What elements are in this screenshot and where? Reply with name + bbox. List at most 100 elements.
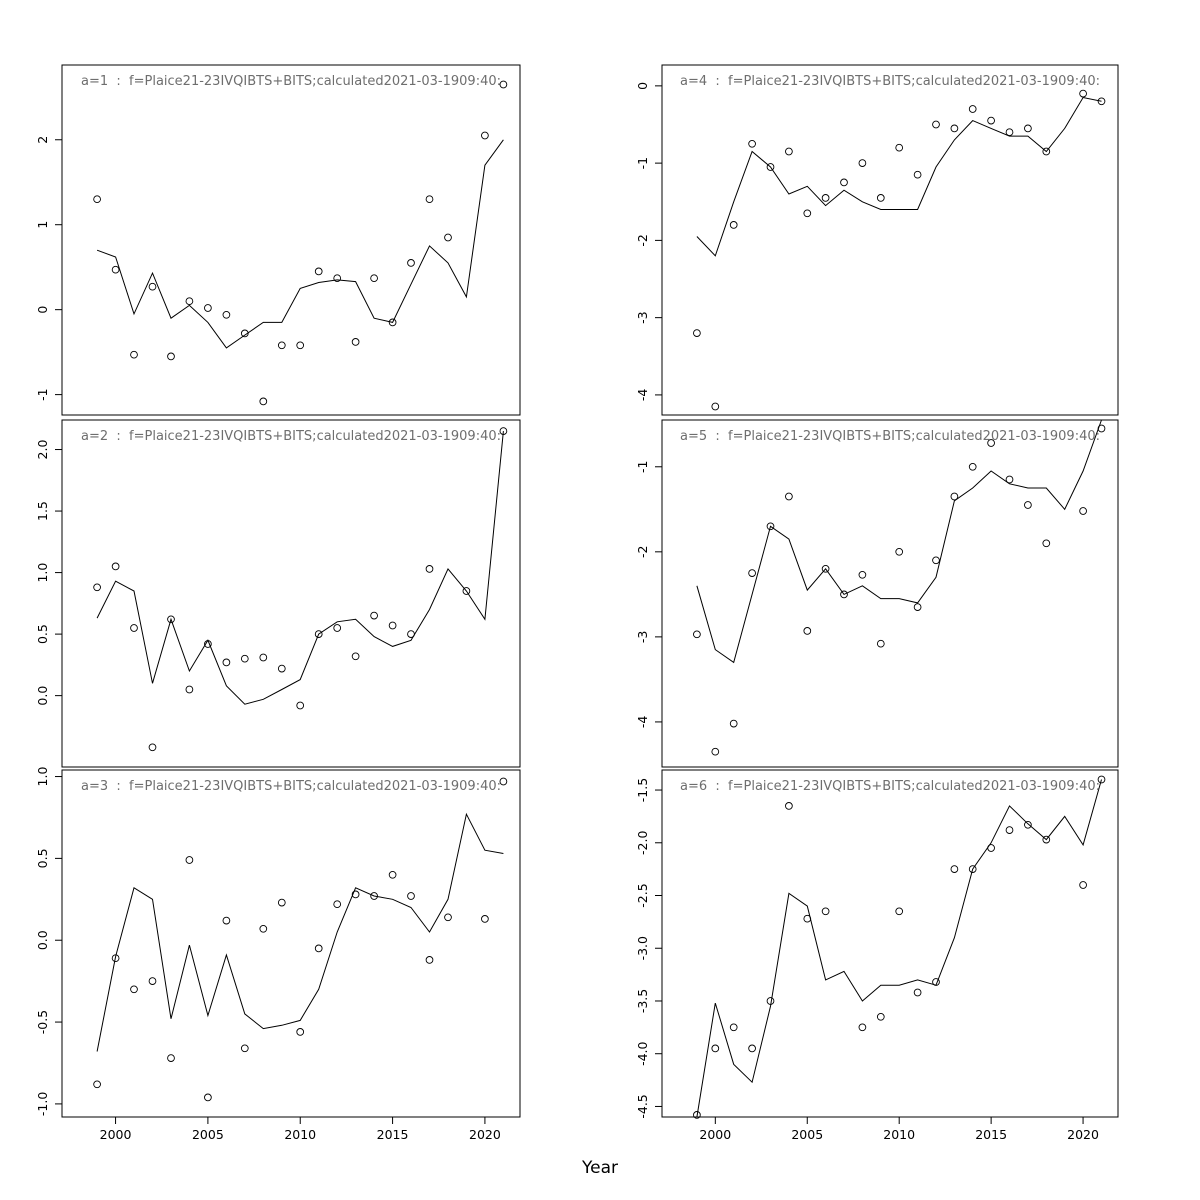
data-point xyxy=(950,865,959,873)
y-tick-label: -0.5 xyxy=(35,1010,50,1034)
data-point xyxy=(314,267,323,276)
panel-title: a=4 : f=Plaice21-23IVQIBTS+BITS;calculat… xyxy=(680,74,1100,89)
y-tick-label: -4.5 xyxy=(635,1094,650,1118)
y-tick-label: -1 xyxy=(635,157,650,169)
data-point xyxy=(370,892,378,900)
data-point xyxy=(333,900,342,909)
data-point xyxy=(167,615,175,624)
x-tick-label: 2015 xyxy=(975,1127,1007,1142)
data-point xyxy=(1079,507,1087,515)
data-point xyxy=(296,1028,305,1036)
data-point xyxy=(222,916,231,925)
data-point xyxy=(351,652,360,661)
y-tick-label: 2.0 xyxy=(35,440,50,460)
data-point xyxy=(425,956,434,964)
data-point xyxy=(1097,424,1106,433)
data-point xyxy=(858,1023,867,1032)
data-point xyxy=(259,653,268,662)
fit-line xyxy=(696,419,1102,664)
data-point xyxy=(93,583,101,592)
data-point xyxy=(314,944,323,953)
plot-box xyxy=(661,769,1119,1118)
plot-box xyxy=(61,419,521,768)
data-point xyxy=(1079,881,1087,889)
x-tick-label: 2020 xyxy=(469,1127,501,1142)
y-tick-label: -3.5 xyxy=(635,989,650,1013)
data-point xyxy=(858,570,867,579)
data-point xyxy=(388,870,397,879)
data-point xyxy=(277,341,286,350)
y-tick-label: 1.5 xyxy=(35,501,50,521)
data-point xyxy=(499,80,508,89)
data-point xyxy=(821,194,830,202)
data-point xyxy=(93,195,101,204)
data-point xyxy=(987,439,995,447)
data-point xyxy=(766,163,775,171)
data-point xyxy=(130,350,138,359)
data-point xyxy=(481,915,489,923)
data-point xyxy=(1097,775,1106,784)
data-point xyxy=(1042,147,1051,156)
data-point xyxy=(1024,501,1032,509)
y-tick-label: -2 xyxy=(635,546,650,558)
x-tick-label: 2010 xyxy=(883,1127,915,1142)
plot-box xyxy=(661,419,1119,768)
data-point xyxy=(748,139,756,148)
data-point xyxy=(444,233,452,242)
data-point xyxy=(148,282,157,291)
panel-a6: -4.5 -4.0 -3.5 -3.0 -2.5 -2.0 -1.5 2000 2005 2010… xyxy=(635,769,1119,1142)
y-tick-label: 2 xyxy=(35,136,50,144)
fit-line xyxy=(96,139,504,349)
data-point xyxy=(729,221,738,229)
data-point xyxy=(185,685,194,694)
data-point xyxy=(748,1044,756,1053)
y-tick-label: 0.0 xyxy=(35,930,50,950)
data-point xyxy=(987,844,995,852)
data-point xyxy=(895,143,904,152)
panel-title: a=1 : f=Plaice21-23IVQIBTS+BITS;calculat… xyxy=(81,74,501,89)
y-tick-label: -2.0 xyxy=(635,831,650,855)
data-point xyxy=(858,159,867,167)
panel-a5: -4 -3 -2 -1 a=5 : f=Plaice21-23IVQIBTS+BITS;… xyxy=(635,419,1119,768)
data-point xyxy=(370,274,378,283)
data-point xyxy=(932,556,940,565)
data-point xyxy=(821,564,830,573)
data-point xyxy=(333,624,342,632)
panel-title: a=6 : f=Plaice21-23IVQIBTS+BITS;calculat… xyxy=(680,779,1100,794)
data-point xyxy=(240,329,249,338)
data-point xyxy=(968,865,977,873)
data-point xyxy=(748,569,756,577)
data-point xyxy=(333,274,342,283)
y-tick-label: -3.0 xyxy=(635,936,650,960)
data-point xyxy=(840,590,848,599)
y-tick-label: 0.5 xyxy=(35,624,50,644)
data-point xyxy=(204,640,212,648)
y-tick-label: 1.0 xyxy=(35,767,50,787)
data-point xyxy=(167,352,175,361)
data-point xyxy=(130,624,138,632)
data-point xyxy=(895,907,904,916)
panel-title: a=2 : f=Plaice21-23IVQIBTS+BITS;calculat… xyxy=(81,429,501,444)
data-point xyxy=(407,259,415,267)
data-point xyxy=(950,124,959,133)
y-tick-label: 0 xyxy=(35,306,50,314)
data-point xyxy=(729,1023,738,1032)
data-point xyxy=(1005,826,1014,834)
data-point xyxy=(222,658,231,667)
x-tick-label: 2005 xyxy=(791,1127,823,1142)
fit-line xyxy=(96,431,504,705)
data-point xyxy=(932,120,940,129)
data-point xyxy=(204,1093,212,1102)
data-point xyxy=(913,603,922,611)
data-point xyxy=(913,170,922,179)
data-point xyxy=(240,654,249,663)
data-point xyxy=(499,427,508,435)
data-point xyxy=(1024,820,1032,829)
data-point xyxy=(1024,124,1032,133)
x-tick-label: 2015 xyxy=(377,1127,409,1142)
data-point xyxy=(1079,89,1087,98)
data-point xyxy=(259,924,268,933)
data-point xyxy=(1005,128,1014,137)
data-point xyxy=(913,988,922,997)
